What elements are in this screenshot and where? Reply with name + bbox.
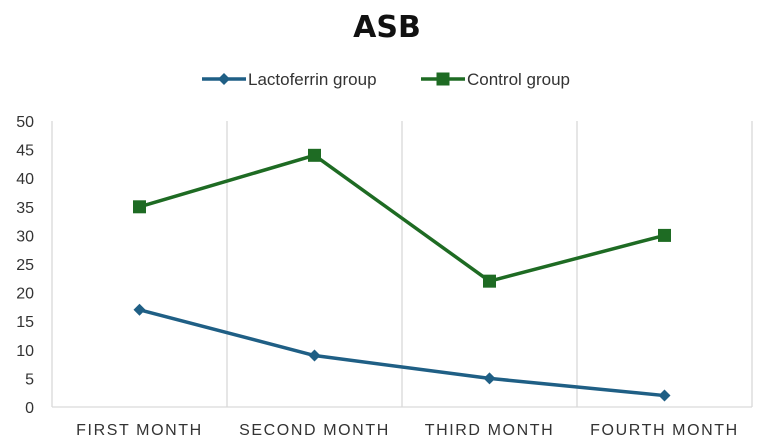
series-group bbox=[133, 148, 671, 402]
y-tick-label: 35 bbox=[16, 200, 34, 217]
y-tick-label: 15 bbox=[16, 314, 34, 331]
legend-item: Control group bbox=[421, 70, 570, 89]
chart-title: ASB bbox=[353, 10, 421, 45]
legend-item: Lactoferrin group bbox=[202, 70, 377, 89]
x-tick-label: FOURTH MONTH bbox=[590, 422, 739, 439]
data-point bbox=[658, 228, 671, 242]
x-tick-label: THIRD MONTH bbox=[425, 422, 555, 439]
legend-label: Lactoferrin group bbox=[248, 70, 377, 89]
series-2 bbox=[133, 148, 671, 288]
data-point bbox=[483, 274, 496, 288]
legend-label: Control group bbox=[467, 70, 570, 89]
series-line bbox=[137, 308, 667, 398]
y-tick-label: 5 bbox=[25, 371, 34, 388]
x-axis: FIRST MONTH SECOND MONTH THIRD MONTH FOURTH… bbox=[76, 422, 739, 439]
y-tick-label: 0 bbox=[25, 400, 34, 417]
x-tick-label: FIRST MONTH bbox=[76, 422, 203, 439]
data-point bbox=[658, 389, 671, 402]
y-axis: 0 5 10 15 20 25 30 35 40 45 50 bbox=[16, 114, 34, 417]
series-line bbox=[137, 153, 667, 283]
y-tick-label: 50 bbox=[16, 114, 34, 131]
legend-marker bbox=[436, 72, 450, 86]
y-tick-label: 30 bbox=[16, 228, 34, 245]
x-tick-label: SECOND MONTH bbox=[239, 422, 390, 439]
legend-marker bbox=[218, 73, 230, 85]
legend: Lactoferrin group Control group bbox=[202, 70, 570, 89]
y-tick-label: 40 bbox=[16, 171, 34, 188]
data-point bbox=[308, 148, 321, 162]
series-1 bbox=[133, 303, 671, 402]
y-tick-label: 20 bbox=[16, 286, 34, 303]
y-tick-label: 25 bbox=[16, 257, 34, 274]
data-point bbox=[133, 303, 146, 316]
data-point bbox=[308, 349, 321, 362]
y-tick-label: 10 bbox=[16, 343, 34, 360]
grid-lines bbox=[51, 121, 753, 408]
data-point bbox=[133, 200, 146, 214]
y-tick-label: 45 bbox=[16, 143, 34, 160]
data-point bbox=[483, 372, 496, 385]
